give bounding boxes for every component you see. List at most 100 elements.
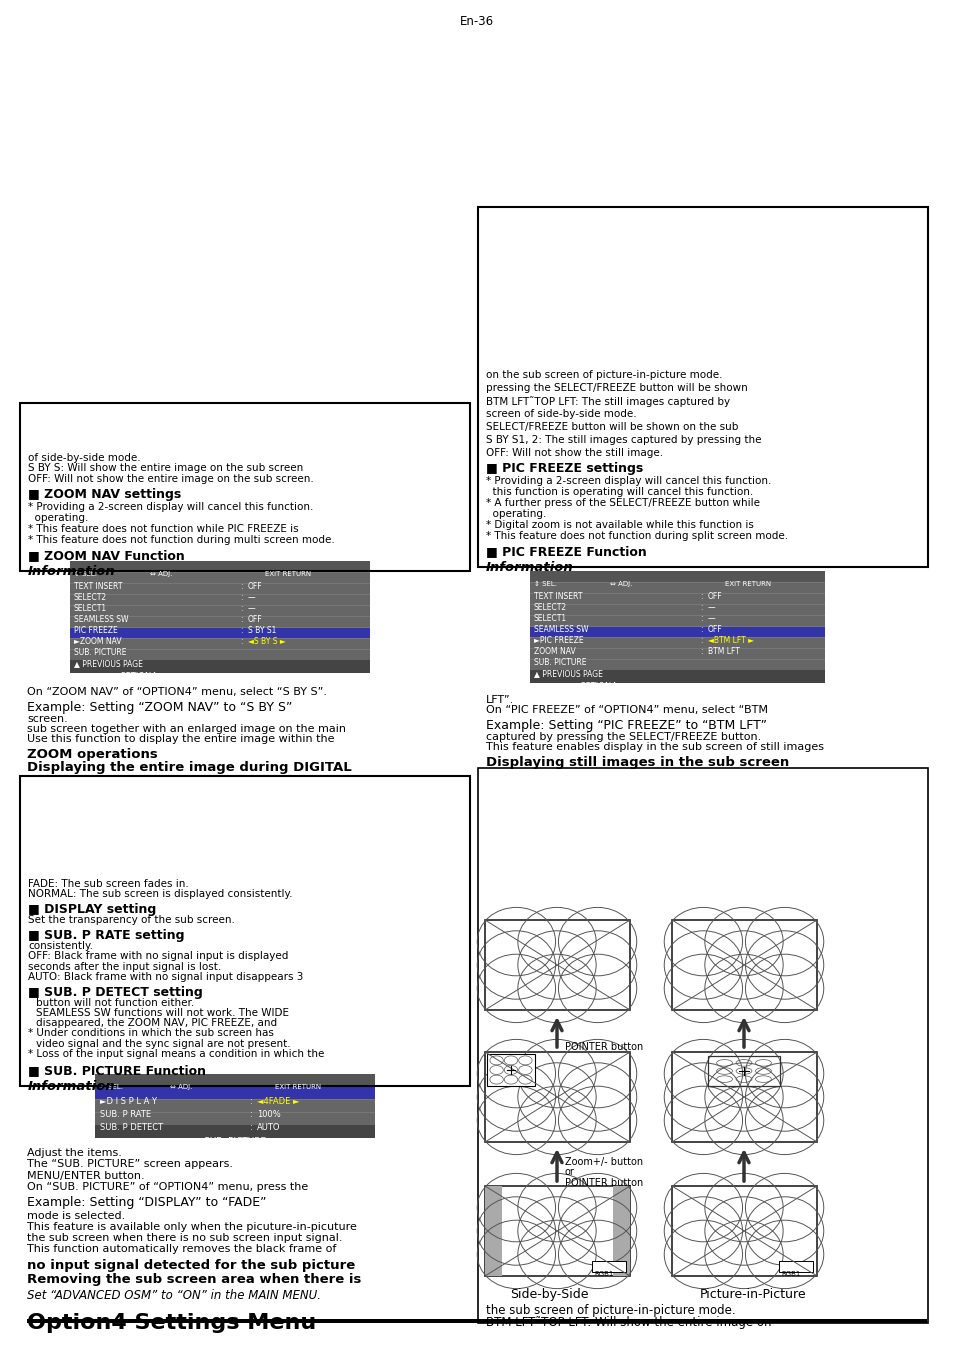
Text: This feature enables display in the sub screen of still images: This feature enables display in the sub … — [485, 742, 823, 753]
Text: ⇔ ADJ.: ⇔ ADJ. — [609, 581, 632, 586]
Text: SELECT1: SELECT1 — [74, 604, 107, 613]
Text: Displaying still images in the sub screen: Displaying still images in the sub scree… — [485, 757, 788, 769]
Text: 4 / 4: 4 / 4 — [760, 682, 778, 690]
Text: screen of side-by-side mode.: screen of side-by-side mode. — [485, 409, 636, 419]
Bar — [530, 638, 824, 648]
Text: FADE: The sub screen fades in.: FADE: The sub screen fades in. — [28, 880, 189, 889]
Text: operating.: operating. — [28, 513, 89, 523]
Text: Picture-in-Picture: Picture-in-Picture — [700, 1288, 806, 1301]
Text: Option4 Settings Menu: Option4 Settings Menu — [27, 1313, 315, 1333]
Bar — [70, 607, 370, 616]
Bar — [530, 648, 824, 659]
Text: ⇔ ADJ.: ⇔ ADJ. — [150, 571, 172, 577]
Text: ■ PIC FREEZE settings: ■ PIC FREEZE settings — [485, 462, 642, 476]
Text: :: : — [250, 1123, 253, 1132]
Bar — [95, 1113, 375, 1125]
Bar — [486, 1054, 535, 1086]
Text: :: : — [700, 636, 701, 644]
Text: ◄4FADE ►: ◄4FADE ► — [256, 1097, 299, 1106]
Text: * This feature does not function during split screen mode.: * This feature does not function during … — [485, 531, 787, 540]
Text: OFF: OFF — [248, 582, 262, 590]
Text: ⇔ ADJ.: ⇔ ADJ. — [170, 1084, 193, 1090]
Text: RGB1: RGB1 — [781, 1271, 800, 1277]
Text: of side-by-side mode.: of side-by-side mode. — [28, 453, 140, 463]
Bar — [613, 1186, 629, 1275]
Text: Set the transparency of the sub screen.: Set the transparency of the sub screen. — [28, 915, 234, 925]
Bar — [27, 1319, 926, 1323]
Text: MENU/ENTER button.: MENU/ENTER button. — [27, 1171, 145, 1181]
Text: :: : — [240, 615, 242, 624]
Text: :: : — [240, 604, 242, 613]
Text: :: : — [700, 603, 701, 612]
Text: consistently.: consistently. — [28, 942, 92, 951]
Bar — [70, 650, 370, 661]
Text: video signal and the sync signal are not present.: video signal and the sync signal are not… — [36, 1039, 291, 1048]
Text: Information: Information — [28, 1079, 115, 1093]
Text: * Providing a 2-screen display will cancel this function.: * Providing a 2-screen display will canc… — [485, 476, 771, 486]
Text: * This feature does not function during multi screen mode.: * This feature does not function during … — [28, 535, 335, 544]
Text: —: — — [707, 613, 715, 623]
Text: ▲ PREVIOUS PAGE: ▲ PREVIOUS PAGE — [74, 659, 143, 667]
Text: the sub screen when there is no sub screen input signal.: the sub screen when there is no sub scre… — [27, 1233, 342, 1243]
Text: SELECT2: SELECT2 — [534, 603, 566, 612]
Bar — [530, 627, 824, 638]
Text: En-36: En-36 — [459, 15, 494, 28]
Bar — [95, 1074, 375, 1138]
Text: BTM LFT˜TOP LFT: Will show the entire image on: BTM LFT˜TOP LFT: Will show the entire im… — [485, 1316, 771, 1329]
Text: * Digital zoom is not available while this function is: * Digital zoom is not available while th… — [485, 520, 753, 530]
Text: Set “ADVANCED OSM” to “ON” in the MAIN MENU.: Set “ADVANCED OSM” to “ON” in the MAIN M… — [27, 1289, 320, 1302]
Text: ►D I S P L A Y: ►D I S P L A Y — [100, 1097, 157, 1106]
Text: The “SUB. PICTURE” screen appears.: The “SUB. PICTURE” screen appears. — [27, 1159, 233, 1169]
Text: ZOOM NAV: ZOOM NAV — [534, 647, 576, 657]
Text: Side-by-Side: Side-by-Side — [510, 1288, 588, 1301]
Text: ⇕ SEL.: ⇕ SEL. — [74, 571, 97, 577]
Text: OFF: Will not show the entire image on the sub screen.: OFF: Will not show the entire image on t… — [28, 474, 314, 484]
Text: BTM LFT˜TOP LFT: The still images captured by: BTM LFT˜TOP LFT: The still images captur… — [485, 396, 729, 407]
Text: Adjust the items.: Adjust the items. — [27, 1148, 122, 1158]
Text: SUB. PICTURE: SUB. PICTURE — [204, 1138, 266, 1146]
Text: SUB. PICTURE: SUB. PICTURE — [74, 648, 127, 657]
Text: * Under conditions in which the sub screen has: * Under conditions in which the sub scre… — [28, 1028, 274, 1038]
Bar — [484, 1186, 501, 1275]
Text: 4 / 4: 4 / 4 — [299, 671, 318, 681]
Text: OFF: OFF — [707, 592, 721, 601]
Text: * Loss of the input signal means a condition in which the: * Loss of the input signal means a condi… — [28, 1048, 324, 1059]
Text: SUB. PICTURE: SUB. PICTURE — [534, 658, 586, 667]
Text: OFF: OFF — [248, 615, 262, 624]
Text: sub screen together with an enlarged image on the main: sub screen together with an enlarged ima… — [27, 724, 346, 734]
Text: SEAMLESS SW: SEAMLESS SW — [534, 626, 588, 634]
Text: Removing the sub screen area when there is: Removing the sub screen area when there … — [27, 1273, 361, 1286]
Text: EXIT RETURN: EXIT RETURN — [274, 1084, 321, 1090]
Bar — [592, 1260, 625, 1273]
Bar — [70, 594, 370, 605]
Bar — [484, 1186, 629, 1275]
Text: ►PIC FREEZE: ►PIC FREEZE — [534, 636, 583, 644]
Text: ■ SUB. P RATE setting: ■ SUB. P RATE setting — [28, 929, 184, 942]
Text: ZOOM operations: ZOOM operations — [27, 748, 157, 761]
Text: POINTER button: POINTER button — [564, 1178, 642, 1188]
Bar — [671, 1186, 816, 1275]
Text: Example: Setting “PIC FREEZE” to “BTM LFT”: Example: Setting “PIC FREEZE” to “BTM LF… — [485, 719, 766, 732]
Text: Information: Information — [28, 565, 115, 578]
Text: operating.: operating. — [485, 509, 546, 519]
Text: pressing the SELECT/FREEZE button will be shown: pressing the SELECT/FREEZE button will b… — [485, 382, 747, 393]
Text: Example: Setting “ZOOM NAV” to “S BY S”: Example: Setting “ZOOM NAV” to “S BY S” — [27, 701, 292, 713]
Bar — [477, 207, 927, 567]
Bar — [70, 561, 370, 673]
Text: On “ZOOM NAV” of “OPTION4” menu, select “S BY S”.: On “ZOOM NAV” of “OPTION4” menu, select … — [27, 688, 327, 697]
Text: NORMAL: The sub screen is displayed consistently.: NORMAL: The sub screen is displayed cons… — [28, 889, 293, 898]
Text: SELECT1: SELECT1 — [534, 613, 566, 623]
Text: :: : — [700, 613, 701, 623]
Text: This function automatically removes the black frame of: This function automatically removes the … — [27, 1244, 336, 1254]
Text: S BY S1: S BY S1 — [248, 626, 276, 635]
Bar — [484, 1052, 629, 1142]
Text: AUTO: Black frame with no signal input disappears 3: AUTO: Black frame with no signal input d… — [28, 971, 303, 982]
Bar — [70, 561, 370, 571]
Text: :: : — [240, 593, 242, 603]
Text: POINTER button: POINTER button — [564, 1042, 642, 1052]
Text: screen.: screen. — [27, 713, 68, 724]
Text: ▲ PREVIOUS PAGE: ▲ PREVIOUS PAGE — [534, 669, 602, 678]
Text: Example: Setting “DISPLAY” to “FADE”: Example: Setting “DISPLAY” to “FADE” — [27, 1196, 266, 1209]
Bar — [530, 571, 824, 582]
Text: captured by pressing the SELECT/FREEZE button.: captured by pressing the SELECT/FREEZE b… — [485, 732, 760, 742]
